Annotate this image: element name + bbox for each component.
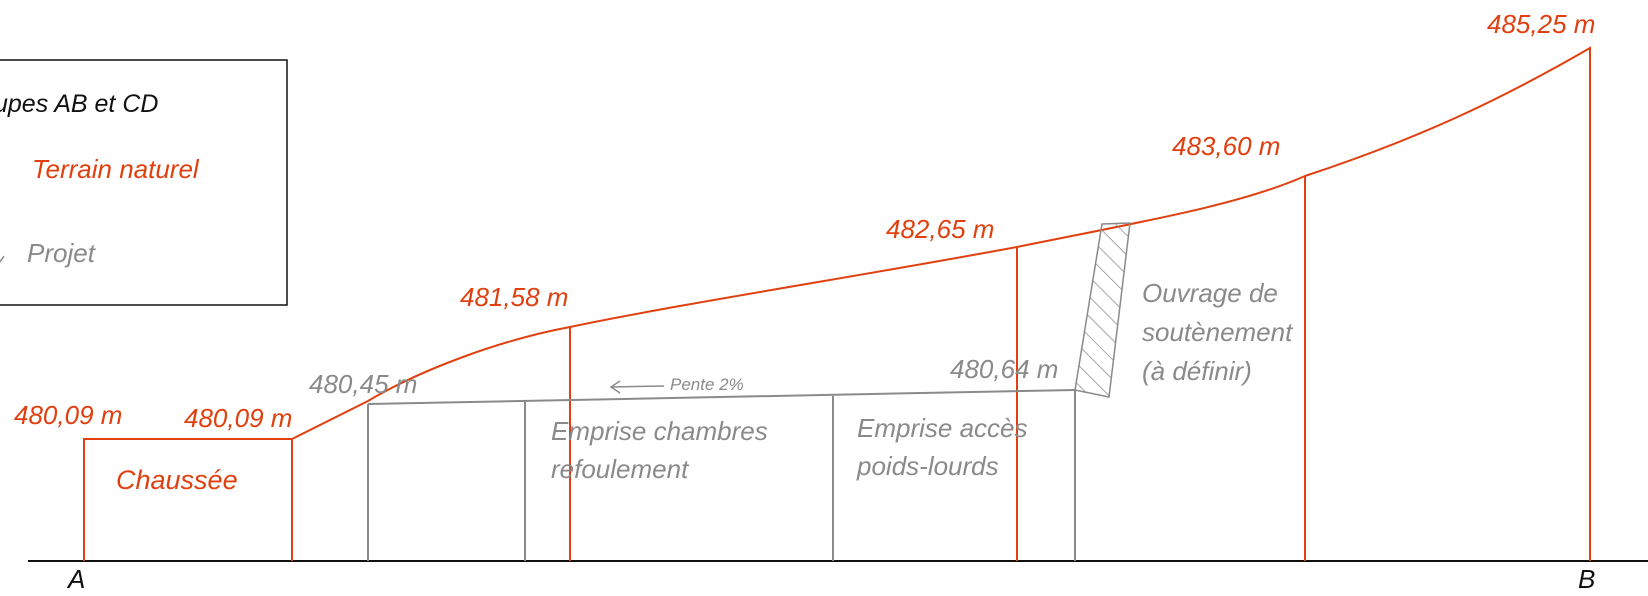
slope-arrow-head bbox=[609, 380, 621, 394]
zone-acces-line2: poids-lourds bbox=[856, 451, 999, 481]
point-a-label: A bbox=[66, 564, 85, 594]
level-label-1: 480,09 m bbox=[14, 400, 122, 430]
level-label-5: 483,60 m bbox=[1172, 131, 1280, 161]
slope-label: Pente 2% bbox=[670, 375, 744, 394]
terrain-profile bbox=[83, 46, 1591, 561]
projet-level-label-1: 480,45 m bbox=[309, 369, 417, 399]
slope-arrow-line bbox=[611, 385, 665, 388]
zone-chambres-line2: refoulement bbox=[551, 454, 690, 484]
zone-ouvrage-line2: soutènement bbox=[1142, 317, 1294, 347]
zone-chaussee-label: Chaussée bbox=[116, 465, 238, 495]
level-label-6: 485,25 m bbox=[1487, 9, 1595, 39]
zone-ouvrage-line3: (à définir) bbox=[1142, 356, 1252, 386]
legend-title: upes AB et CD bbox=[0, 90, 158, 118]
zone-ouvrage-line1: Ouvrage de bbox=[1142, 278, 1278, 308]
level-label-4: 482,65 m bbox=[886, 214, 994, 244]
level-label-3: 481,58 m bbox=[460, 282, 568, 312]
legend-terrain-label: Terrain naturel bbox=[32, 154, 200, 184]
projet-platform bbox=[367, 389, 1076, 405]
legend-projet-label: Projet bbox=[27, 238, 97, 268]
retaining-wall-hatch bbox=[1074, 222, 1131, 398]
level-label-2: 480,09 m bbox=[184, 403, 292, 433]
projet-level-label-2: 480,64 m bbox=[950, 354, 1058, 384]
legend-box bbox=[0, 59, 288, 306]
point-b-label: B bbox=[1578, 564, 1595, 594]
zone-chambres-line1: Emprise chambres bbox=[551, 416, 768, 446]
legend-projet-icon bbox=[0, 255, 5, 263]
zone-acces-line1: Emprise accès bbox=[857, 413, 1028, 443]
